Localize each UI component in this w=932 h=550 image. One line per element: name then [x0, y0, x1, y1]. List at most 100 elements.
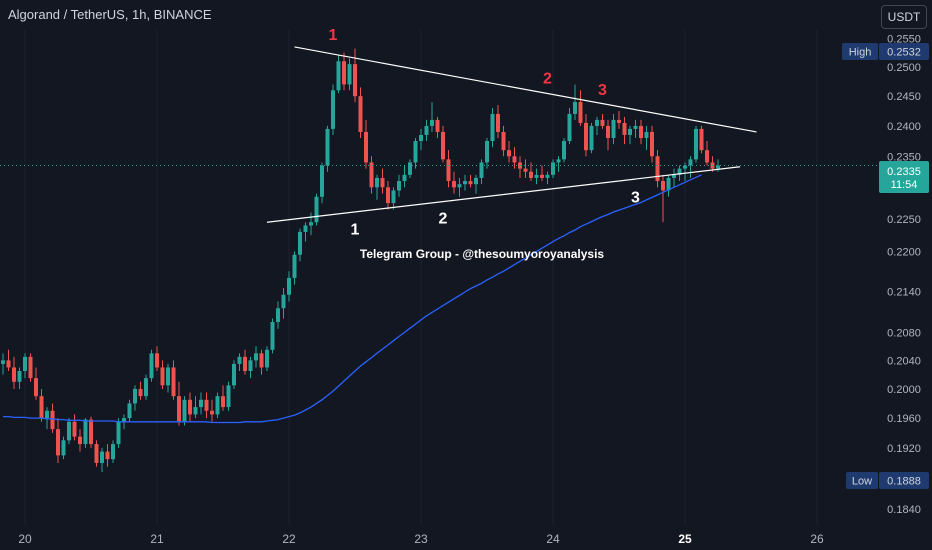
- candle: [463, 174, 467, 191]
- candle-body: [204, 399, 209, 411]
- candle: [166, 363, 170, 393]
- candle: [270, 318, 275, 354]
- candle-body: [589, 125, 594, 151]
- candle-body: [39, 396, 44, 419]
- candle-body: [177, 396, 181, 422]
- candle: [133, 385, 137, 411]
- candle-body: [446, 159, 451, 182]
- candle: [699, 125, 704, 154]
- candle: [237, 353, 242, 372]
- candle: [336, 55, 341, 94]
- candle: [369, 156, 374, 194]
- candle: [474, 174, 478, 194]
- candle: [67, 418, 71, 445]
- candle: [1, 353, 5, 375]
- candle: [23, 353, 27, 379]
- candle-body: [78, 436, 82, 445]
- candle: [243, 349, 247, 375]
- candle-body: [133, 388, 137, 404]
- candle: [89, 416, 93, 448]
- candle: [424, 119, 429, 142]
- candle: [419, 128, 423, 151]
- candle-body: [232, 363, 236, 386]
- candle: [160, 360, 165, 389]
- candle-body: [545, 174, 550, 178]
- candle: [633, 119, 638, 138]
- candle-body: [6, 360, 11, 368]
- candle-body: [617, 119, 621, 123]
- candle: [496, 105, 500, 138]
- candle-body: [358, 96, 363, 132]
- candle-body: [507, 150, 511, 157]
- candle: [254, 346, 258, 368]
- candle-body: [50, 410, 55, 430]
- candle: [342, 52, 346, 91]
- symbol-title[interactable]: Algorand / TetherUS, 1h, BINANCE: [8, 7, 212, 22]
- candle-body: [650, 131, 654, 157]
- candle-body: [364, 131, 368, 163]
- candle-body: [325, 128, 330, 166]
- candle-body: [567, 113, 572, 142]
- time-label: 25: [678, 532, 692, 546]
- candle: [600, 113, 605, 129]
- candle: [276, 301, 280, 329]
- low-label: Low: [852, 476, 872, 488]
- price-tick-label: 0.2450: [887, 91, 921, 103]
- candle-body: [496, 113, 500, 132]
- candle: [430, 102, 434, 132]
- candle: [144, 374, 148, 400]
- candle-body: [248, 360, 253, 372]
- candle-body: [276, 308, 280, 322]
- candle: [545, 171, 550, 185]
- candle: [512, 147, 517, 169]
- candle-body: [67, 421, 71, 441]
- currency-button[interactable]: USDT: [881, 5, 927, 29]
- candle: [34, 367, 38, 400]
- candle: [105, 444, 110, 467]
- candle: [666, 174, 671, 197]
- candle: [435, 116, 440, 138]
- candle-body: [402, 174, 407, 182]
- candle: [672, 168, 676, 188]
- candle-body: [309, 222, 313, 226]
- candle: [215, 392, 220, 419]
- candle-body: [430, 119, 434, 126]
- candle-body: [380, 177, 385, 188]
- candle: [298, 228, 302, 262]
- candle-body: [479, 162, 484, 178]
- candle-body: [17, 371, 22, 382]
- candle: [210, 399, 214, 422]
- candle-body: [336, 61, 341, 91]
- candle-body: [551, 162, 555, 175]
- candle-body: [144, 378, 148, 397]
- candle-body: [100, 451, 104, 463]
- candle: [441, 125, 445, 163]
- candle: [556, 156, 561, 172]
- trendline-lower[interactable]: [266, 166, 741, 223]
- candle: [111, 440, 115, 463]
- candle-body: [688, 159, 693, 166]
- candle-body: [320, 165, 324, 197]
- candle-body: [34, 378, 38, 397]
- candle: [661, 174, 665, 223]
- candle-body: [452, 181, 456, 188]
- price-tick-label: 0.2200: [887, 246, 921, 258]
- candle: [248, 356, 253, 379]
- candle-body: [303, 225, 308, 232]
- candle: [705, 141, 709, 166]
- candle: [529, 162, 533, 182]
- candle-body: [716, 165, 720, 169]
- candle-body: [171, 367, 176, 397]
- candle: [72, 414, 77, 441]
- time-axis[interactable]: 20 21 22 23 24 25 26: [18, 532, 824, 546]
- candle-body: [116, 421, 121, 445]
- time-label: 24: [546, 532, 560, 546]
- pattern-point-upper: 3: [598, 82, 607, 99]
- candle: [644, 125, 649, 151]
- trendline-upper[interactable]: [294, 46, 757, 133]
- candle: [204, 392, 209, 419]
- bar-countdown: 11:54: [891, 179, 918, 191]
- time-label: 21: [150, 532, 164, 546]
- candle-body: [529, 171, 533, 178]
